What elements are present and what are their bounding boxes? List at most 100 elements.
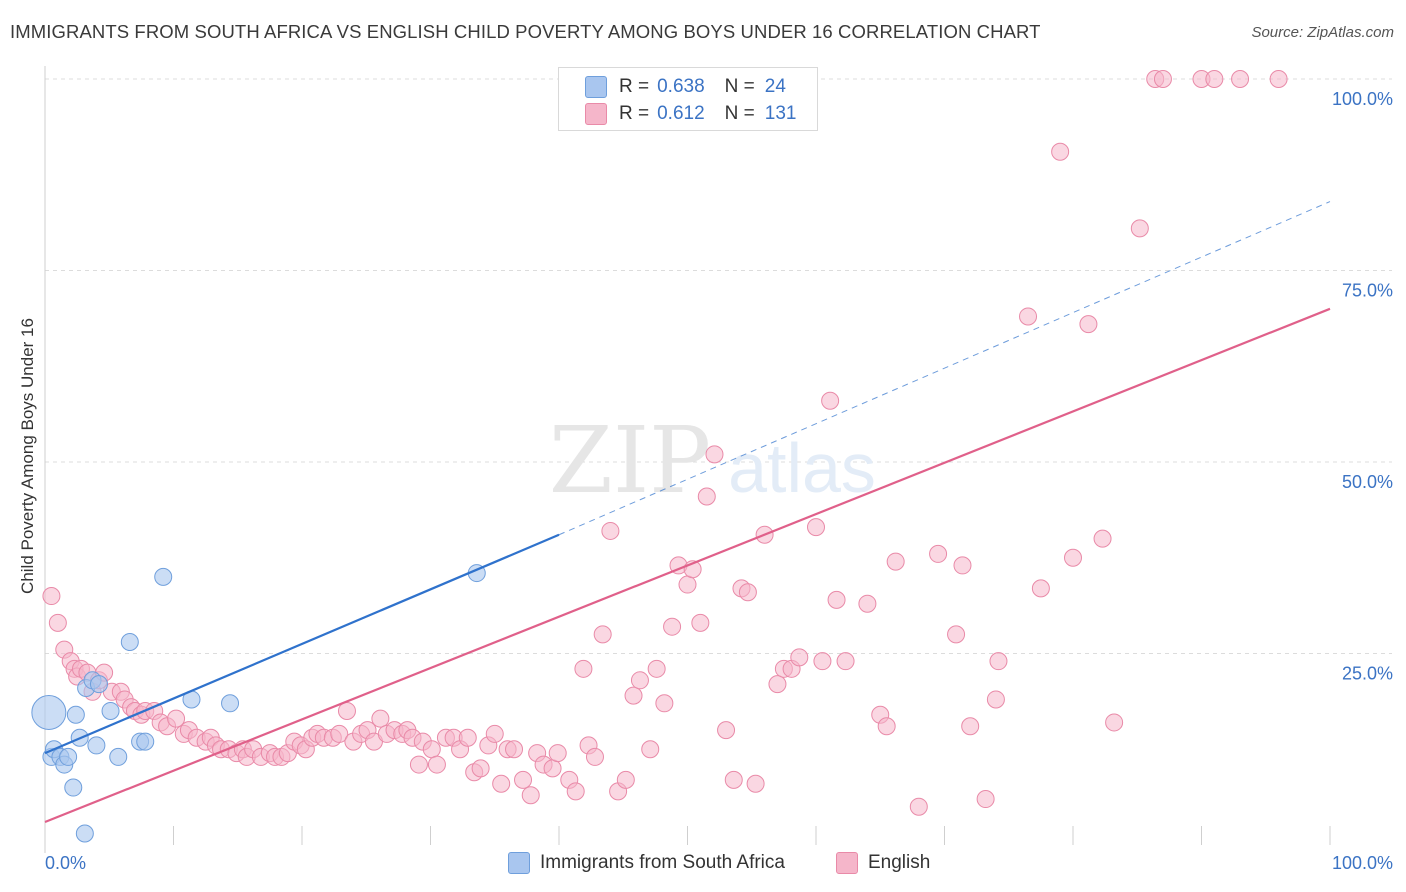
bottom-legend-label: English <box>868 852 931 873</box>
english-point <box>630 671 649 690</box>
south-africa-point <box>59 747 78 766</box>
south-africa-point <box>221 694 240 713</box>
y-tick-label: 75.0% <box>1342 281 1393 301</box>
english-point <box>1051 142 1070 161</box>
english-point <box>566 782 585 801</box>
english-point <box>836 652 855 671</box>
english-point <box>1031 579 1050 598</box>
south-africa-point <box>120 633 139 652</box>
english-point <box>371 709 390 728</box>
english-point <box>485 724 504 743</box>
english-point <box>858 594 877 613</box>
english-point <box>1130 219 1149 238</box>
y-tick-label: 25.0% <box>1342 664 1393 684</box>
legend-n-value: 24 <box>764 76 786 97</box>
south-africa-point <box>89 675 108 694</box>
english-point <box>593 625 612 644</box>
x-tick-label: 0.0% <box>45 853 86 873</box>
south-africa-point <box>101 701 120 720</box>
english-point <box>422 740 441 759</box>
english-points <box>42 70 1288 816</box>
english-point <box>790 648 809 667</box>
english-point <box>505 740 524 759</box>
legend-box: R = 0.638 N = 24 R = 0.612 N = 131 <box>558 67 818 131</box>
y-tick-label: 50.0% <box>1342 472 1393 492</box>
english-point <box>1079 315 1098 334</box>
x-tick-label: 100.0% <box>1332 853 1393 873</box>
south-africa-trend-line <box>44 533 560 755</box>
english-point <box>697 487 716 506</box>
english-point <box>986 690 1005 709</box>
legend-r-value: 0.638 <box>657 76 705 97</box>
english-point <box>909 797 928 816</box>
english-point <box>641 740 660 759</box>
chart-title: IMMIGRANTS FROM SOUTH AFRICA VS ENGLISH … <box>10 21 1041 42</box>
english-point <box>953 556 972 575</box>
english-point <box>167 709 186 728</box>
english-point <box>1269 70 1288 88</box>
english-point <box>458 728 477 747</box>
english-point <box>1105 713 1124 732</box>
english-point <box>1205 70 1224 88</box>
english-point <box>624 686 643 705</box>
english-point <box>947 625 966 644</box>
english-point <box>768 675 787 694</box>
english-point <box>724 770 743 789</box>
english-point <box>574 659 593 678</box>
english-point <box>976 790 995 809</box>
legend-r-label: R = <box>619 76 650 97</box>
legend-n-label: N = <box>724 76 755 97</box>
english-point <box>427 755 446 774</box>
south-africa-point <box>154 567 173 586</box>
legend-swatch-pink <box>585 103 607 125</box>
english-point <box>1153 70 1172 88</box>
south-africa-point <box>75 824 94 843</box>
english-trend-line <box>44 307 1331 824</box>
english-point <box>585 747 604 766</box>
south-africa-point <box>136 732 155 751</box>
english-point <box>42 587 61 606</box>
legend-n-value: 131 <box>764 103 797 124</box>
south-africa-trend-extension <box>558 201 1331 536</box>
south-africa-point <box>31 694 67 730</box>
english-point <box>877 717 896 736</box>
english-point <box>929 544 948 563</box>
english-point <box>1093 529 1112 548</box>
english-point <box>691 613 710 632</box>
legend-r-value: 0.612 <box>657 103 705 124</box>
english-point <box>886 552 905 571</box>
bottom-legend-swatch-pink <box>836 852 858 874</box>
english-point <box>813 652 832 671</box>
english-point <box>601 521 620 540</box>
legend-r-label: R = <box>619 103 650 124</box>
bottom-legend-south-africa: Immigrants from South Africa <box>508 852 785 874</box>
english-point <box>961 717 980 736</box>
english-point <box>746 774 765 793</box>
tick-labels: 25.0% 50.0% 75.0% 100.0% 0.0% 100.0% <box>45 89 1393 873</box>
english-point <box>678 575 697 594</box>
english-point <box>492 774 511 793</box>
gridlines <box>45 78 1392 654</box>
english-point <box>821 391 840 410</box>
english-point <box>827 590 846 609</box>
watermark-zip: ZIP <box>549 407 711 514</box>
english-point <box>514 770 533 789</box>
english-point <box>48 613 67 632</box>
english-point <box>717 721 736 740</box>
english-point <box>521 786 540 805</box>
english-point <box>543 759 562 778</box>
english-point <box>989 652 1008 671</box>
bottom-legend-label: Immigrants from South Africa <box>540 852 785 873</box>
english-point <box>471 759 490 778</box>
english-point <box>1231 70 1250 88</box>
legend-row-south-africa: R = 0.638 N = 24 <box>585 75 786 99</box>
south-africa-point <box>66 705 85 724</box>
south-africa-point <box>64 778 83 797</box>
legend-swatch-blue <box>585 76 607 98</box>
english-point <box>330 724 349 743</box>
english-point <box>337 701 356 720</box>
english-point <box>655 694 674 713</box>
english-point <box>647 659 666 678</box>
south-africa-points <box>31 564 486 843</box>
